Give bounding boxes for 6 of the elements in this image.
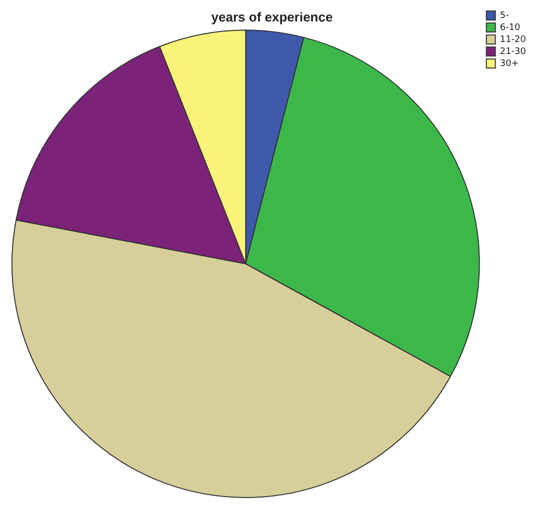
- legend-label: 5-: [500, 10, 509, 21]
- legend-label: 6-10: [500, 22, 521, 33]
- legend-label: 21-30: [500, 46, 526, 57]
- chart-title: years of experience: [211, 9, 333, 24]
- legend-label: 11-20: [500, 34, 526, 45]
- legend-label: 30+: [500, 58, 519, 69]
